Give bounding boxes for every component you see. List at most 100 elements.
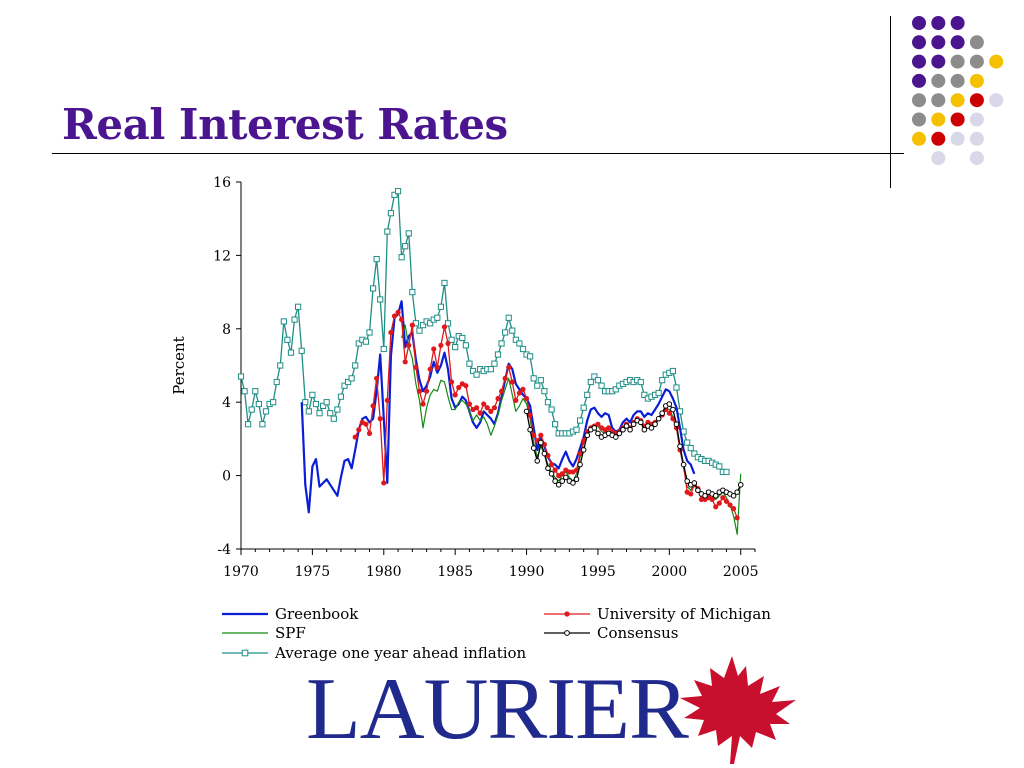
data-point bbox=[612, 386, 619, 393]
data-point bbox=[534, 382, 541, 389]
legend-marker bbox=[241, 649, 249, 657]
data-point bbox=[248, 406, 255, 413]
series-consensus bbox=[523, 401, 744, 499]
data-point bbox=[595, 421, 601, 427]
data-point bbox=[456, 384, 462, 391]
data-point bbox=[709, 496, 715, 503]
chart-axes: 16 12 8 4 0 -4 1970 1975 1980 1985 1990 1995 2000 200… bbox=[170, 175, 759, 580]
data-point bbox=[509, 327, 516, 334]
data-point bbox=[648, 425, 655, 431]
data-point bbox=[305, 408, 312, 415]
legend-item: Greenbook bbox=[222, 605, 359, 623]
y-axis-label: Percent bbox=[170, 336, 188, 394]
legend-label: Consensus bbox=[597, 624, 678, 642]
data-point bbox=[259, 421, 266, 428]
data-point bbox=[598, 382, 605, 389]
data-point bbox=[287, 349, 295, 356]
data-point bbox=[520, 386, 526, 392]
data-point bbox=[555, 481, 562, 488]
data-point bbox=[252, 388, 259, 395]
data-point bbox=[720, 495, 726, 501]
data-point bbox=[673, 384, 680, 391]
data-point bbox=[502, 329, 509, 336]
data-point bbox=[424, 388, 430, 394]
data-point bbox=[538, 432, 544, 438]
data-point bbox=[370, 403, 376, 409]
title-divider bbox=[52, 153, 904, 154]
data-point bbox=[534, 458, 541, 464]
data-point bbox=[563, 474, 569, 481]
maple-leaf-icon bbox=[680, 656, 796, 764]
x-tick-label: 1995 bbox=[580, 564, 616, 580]
data-point bbox=[548, 461, 555, 468]
data-point bbox=[295, 303, 302, 310]
data-point bbox=[502, 375, 508, 381]
legend-label: Greenbook bbox=[275, 605, 359, 623]
data-point bbox=[659, 377, 666, 384]
data-point bbox=[377, 296, 384, 303]
data-point bbox=[713, 504, 719, 510]
data-point bbox=[570, 480, 576, 486]
data-point bbox=[723, 498, 730, 504]
data-point bbox=[698, 496, 705, 503]
y-tick-label: 16 bbox=[213, 175, 231, 191]
data-point bbox=[291, 316, 298, 323]
data-point bbox=[363, 421, 369, 427]
data-point bbox=[463, 383, 469, 389]
data-point bbox=[606, 425, 612, 431]
legend-item: Average one year ahead inflation bbox=[222, 644, 527, 662]
data-point bbox=[302, 399, 309, 406]
data-point bbox=[488, 408, 494, 414]
series-university-of-michigan bbox=[352, 309, 740, 521]
data-point bbox=[466, 401, 473, 407]
slide-title: Real Interest Rates bbox=[62, 100, 508, 149]
data-point bbox=[366, 430, 373, 436]
data-point bbox=[416, 327, 423, 334]
legend-item: Consensus bbox=[544, 624, 678, 642]
data-point bbox=[348, 375, 355, 382]
data-point bbox=[309, 391, 316, 398]
data-point bbox=[384, 397, 390, 403]
data-point bbox=[391, 191, 398, 198]
data-point bbox=[284, 336, 291, 343]
y-tick-label: 12 bbox=[213, 248, 231, 264]
data-point bbox=[516, 340, 523, 347]
data-point bbox=[369, 285, 377, 292]
data-point bbox=[580, 404, 587, 411]
series-line-greenbook bbox=[300, 300, 696, 514]
data-point bbox=[509, 379, 515, 385]
data-point bbox=[459, 334, 466, 342]
y-tick-label: -4 bbox=[217, 542, 231, 558]
data-point bbox=[477, 410, 483, 416]
data-point bbox=[527, 353, 534, 360]
data-point bbox=[323, 399, 330, 406]
data-point bbox=[584, 391, 591, 398]
data-point bbox=[519, 345, 527, 353]
data-point bbox=[630, 421, 637, 428]
data-point bbox=[691, 450, 698, 457]
data-point bbox=[544, 399, 552, 406]
data-point bbox=[566, 469, 572, 475]
data-point bbox=[312, 400, 320, 408]
data-point bbox=[377, 416, 383, 422]
data-point bbox=[388, 329, 394, 336]
data-point bbox=[587, 378, 594, 386]
data-point bbox=[576, 417, 584, 424]
data-point bbox=[577, 461, 583, 468]
x-tick-label: 2005 bbox=[723, 564, 759, 580]
data-point bbox=[573, 476, 580, 483]
data-point bbox=[641, 391, 648, 398]
x-tick-label: 1980 bbox=[366, 564, 402, 580]
data-point bbox=[494, 351, 502, 358]
data-point bbox=[434, 364, 440, 370]
data-point bbox=[612, 434, 619, 440]
data-point bbox=[452, 392, 458, 398]
data-point bbox=[577, 450, 583, 457]
data-point bbox=[730, 506, 737, 512]
data-point bbox=[469, 367, 477, 375]
data-point bbox=[666, 410, 672, 416]
series-line-university-of-michigan bbox=[354, 311, 738, 519]
data-point bbox=[270, 399, 277, 406]
data-point bbox=[537, 377, 544, 384]
data-point bbox=[405, 230, 412, 237]
